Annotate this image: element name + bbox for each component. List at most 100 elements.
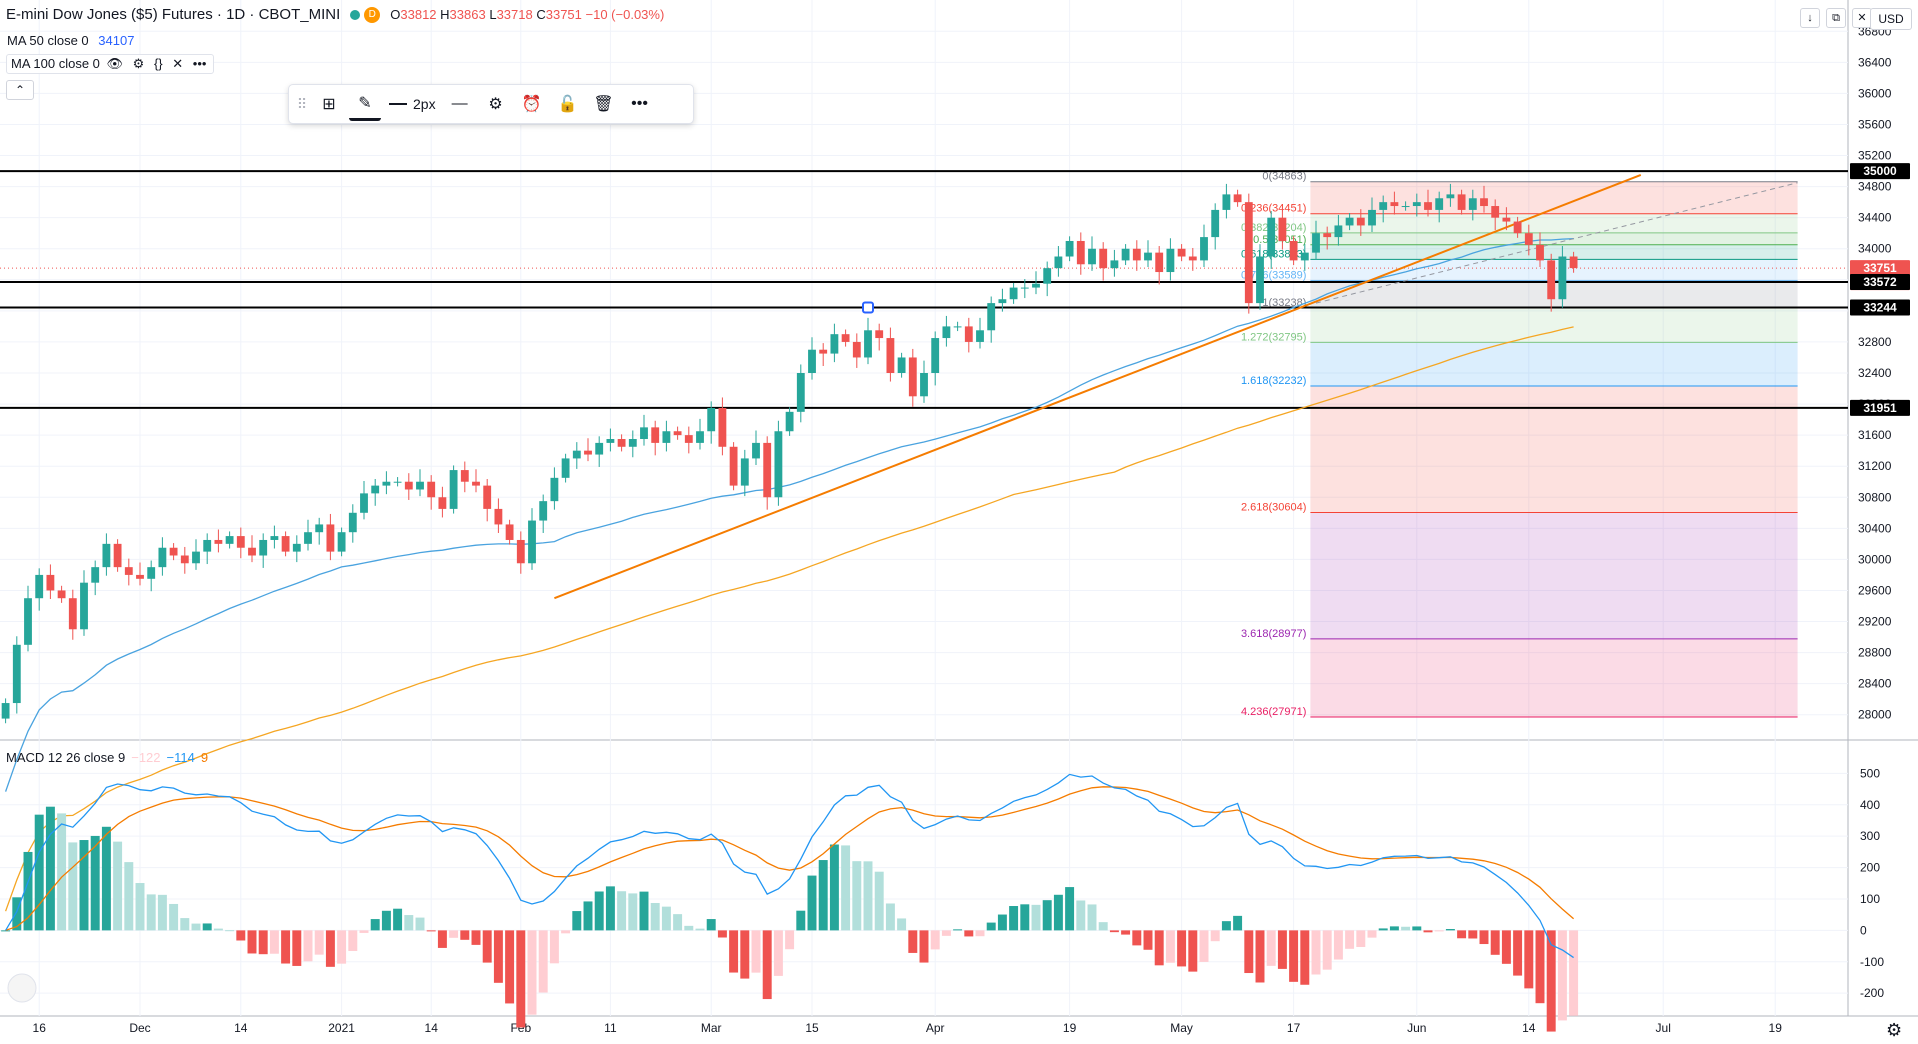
ma100-legend[interactable]: MA 100 close 0 👁 ⚙ {} ✕ ••• [6, 54, 215, 74]
macd-hist-bar [527, 930, 537, 1015]
macd-hist-bar [661, 906, 671, 931]
ma100-line [4, 326, 1574, 912]
scroll-down-icon[interactable]: ↓ [1800, 8, 1820, 28]
more-icon[interactable]: ••• [192, 56, 207, 71]
candle-body [572, 450, 581, 459]
close-icon[interactable]: ✕ [172, 56, 184, 71]
macd-hist-bar [1513, 930, 1523, 976]
macd-hist-bar [751, 930, 761, 973]
macd-hist-bar [415, 917, 425, 931]
macd-hist-bar [381, 910, 391, 931]
candle-body [651, 427, 660, 443]
macd-hist-bar [762, 930, 772, 1000]
gear-icon[interactable]: ⚙ [488, 96, 503, 113]
fib-level-label: 4.236(27971) [1241, 706, 1306, 718]
candle-body [158, 547, 167, 568]
macd-hist-bar [12, 897, 22, 931]
macd-hist-bar [281, 930, 291, 964]
candle-body [528, 520, 536, 564]
template-icon[interactable]: ⊞ [322, 96, 336, 113]
ma50-line [4, 238, 1574, 792]
candle-body [1312, 233, 1320, 253]
grip-icon[interactable]: ⠿ [296, 95, 308, 112]
ma50-legend[interactable]: MA 50 close 0 34107 [6, 31, 139, 50]
time-tick-label: 16 [33, 1021, 47, 1035]
alert-icon[interactable]: ⏰ [521, 96, 542, 113]
candle-body [875, 330, 884, 339]
candle-body [561, 458, 570, 478]
candle-body [472, 481, 480, 486]
time-tick-label: 11 [604, 1021, 617, 1035]
braces-icon[interactable]: {} [153, 56, 163, 71]
candle-body [416, 481, 424, 490]
macd-hist-bar [1076, 900, 1086, 931]
candle-body [987, 303, 996, 331]
macd-hist-bar [516, 930, 526, 1028]
macd-hist-bar [1423, 930, 1433, 933]
macd-hist-bar [113, 841, 123, 931]
macd-hist-bar [1501, 930, 1511, 964]
ma50-value: 34107 [98, 33, 135, 48]
candle-body [57, 590, 66, 599]
macd-hist-bar [729, 930, 739, 973]
candle-body [696, 431, 704, 443]
pencil-icon[interactable]: ✎ [349, 88, 381, 121]
line-width-icon [389, 103, 407, 105]
candle-body [1390, 202, 1399, 207]
candle-body [774, 431, 783, 498]
close-pane-icon[interactable]: ✕ [1852, 8, 1872, 28]
eye-icon[interactable]: 👁 [106, 56, 124, 71]
currency-button[interactable]: USD [1870, 8, 1912, 30]
price-tick-label: 36000 [1858, 86, 1892, 100]
price-tick-label: 29600 [1858, 583, 1892, 597]
ma50-label: MA 50 close 0 [7, 33, 89, 48]
macd-tick-label: -200 [1860, 986, 1884, 1000]
line-width-label: 2px [413, 96, 436, 112]
macd-hist-bar [953, 929, 963, 931]
collapse-legend-button[interactable]: ⌃ [6, 80, 34, 100]
macd-hist-bar [1, 930, 11, 932]
more-icon[interactable]: ••• [631, 95, 648, 112]
header-legend: E-mini Dow Jones ($5) Futures · 1D · CBO… [6, 6, 664, 23]
macd-tick-label: 0 [1860, 923, 1867, 937]
symbol-title[interactable]: E-mini Dow Jones ($5) Futures · 1D · CBO… [6, 6, 341, 23]
candle-body [494, 508, 503, 525]
macd-tick-label: 200 [1860, 861, 1880, 875]
line-width-button[interactable]: 2px [385, 89, 440, 119]
candle-body [147, 567, 156, 579]
lock-icon[interactable]: 🔓 [557, 96, 578, 113]
trash-icon[interactable]: 🗑 [593, 96, 614, 113]
macd-hist-bar [594, 891, 604, 931]
market-status[interactable]: D [346, 6, 385, 23]
time-tick-label: Feb [510, 1021, 531, 1035]
candle-body [897, 357, 906, 373]
candle-body [1468, 198, 1477, 210]
macd-hist-bar [919, 930, 929, 963]
candle-body [1177, 248, 1186, 257]
macd-tick-label: -100 [1860, 955, 1884, 969]
gear-icon[interactable]: ⚙ [132, 56, 145, 71]
trendline [554, 174, 1642, 600]
settings-gear-icon[interactable]: ⚙ [1886, 1020, 1903, 1040]
line-style-icon[interactable]: — [451, 95, 468, 112]
time-tick-label: Mar [701, 1021, 722, 1035]
macd-hist-bar [841, 845, 851, 931]
macd-hist-bar [1177, 930, 1187, 967]
price-axis-badge [1850, 163, 1910, 180]
macd-legend[interactable]: MACD 12 26 close 9 −122 −114 9 [6, 750, 208, 765]
macd-hist-bar [337, 930, 347, 964]
candle-body [617, 439, 626, 447]
macd-hist-bar [1490, 930, 1500, 955]
macd-hist-bar [34, 814, 44, 931]
candle-body [382, 481, 391, 486]
candle-body [1513, 221, 1522, 234]
maximize-icon[interactable]: ⧉ [1826, 8, 1846, 28]
candle-body [393, 481, 402, 483]
candle-body [516, 539, 525, 564]
candle-body [1536, 244, 1544, 261]
macd-tick-label: 400 [1860, 798, 1880, 812]
candle-body [337, 532, 346, 552]
candle-body [1401, 206, 1410, 208]
low-value: 33718 [496, 7, 533, 22]
